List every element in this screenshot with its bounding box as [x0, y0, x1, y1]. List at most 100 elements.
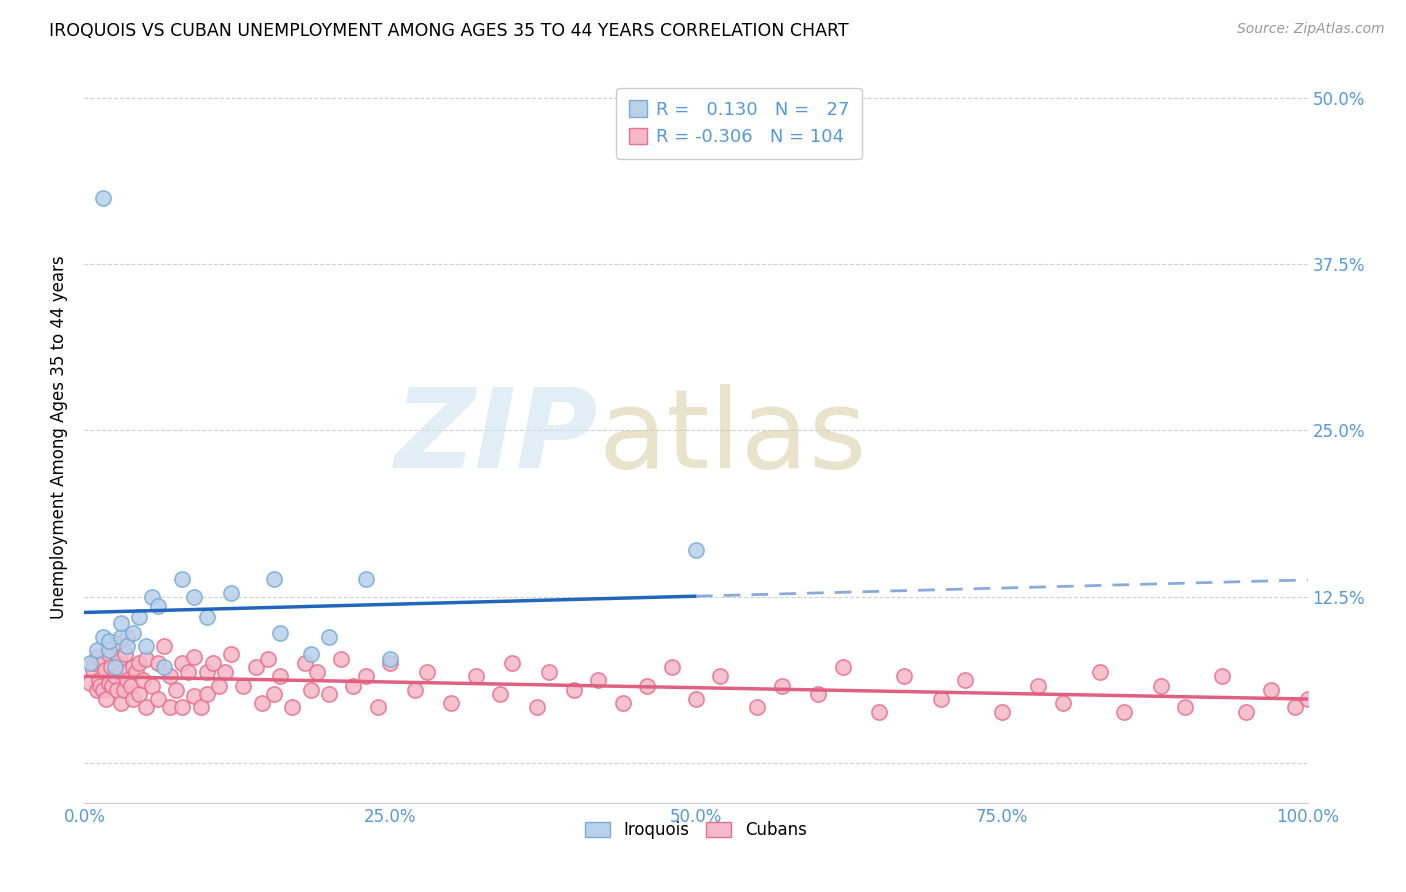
Point	[91, 191, 114, 205]
Point	[464, 669, 486, 683]
Point	[110, 665, 132, 680]
Point	[105, 682, 128, 697]
Point	[86, 649, 108, 664]
Point	[636, 679, 658, 693]
Point	[269, 625, 291, 640]
Point	[1236, 706, 1258, 720]
Point	[195, 687, 218, 701]
Y-axis label: Unemployment Among Ages 35 to 44 years: Unemployment Among Ages 35 to 44 years	[49, 255, 67, 619]
Point	[747, 700, 769, 714]
Point	[1052, 696, 1074, 710]
Point	[94, 663, 117, 677]
Point	[115, 630, 138, 644]
Point	[100, 660, 122, 674]
Point	[257, 652, 280, 666]
Point	[232, 679, 254, 693]
Point	[82, 663, 104, 677]
Point	[104, 636, 127, 650]
Point	[97, 633, 120, 648]
Point	[1174, 700, 1197, 714]
Point	[318, 687, 340, 701]
Point	[112, 682, 135, 697]
Point	[128, 687, 150, 701]
Point	[153, 660, 176, 674]
Point	[114, 647, 136, 661]
Point	[305, 665, 328, 680]
Point	[354, 573, 377, 587]
Point	[1150, 679, 1173, 693]
Point	[299, 682, 322, 697]
Point	[153, 639, 176, 653]
Point	[146, 656, 169, 670]
Point	[416, 665, 439, 680]
Point	[250, 696, 273, 710]
Point	[354, 669, 377, 683]
Point	[831, 660, 853, 674]
Point	[172, 573, 194, 587]
Point	[1284, 700, 1306, 714]
Point	[172, 656, 194, 670]
Point	[183, 690, 205, 704]
Point	[91, 656, 114, 670]
Point	[101, 679, 124, 693]
Point	[86, 682, 108, 697]
Point	[115, 639, 138, 653]
Point	[318, 630, 340, 644]
Point	[83, 656, 105, 670]
Point	[586, 673, 609, 688]
Point	[807, 687, 830, 701]
Point	[110, 630, 132, 644]
Point	[91, 630, 114, 644]
Point	[526, 700, 548, 714]
Point	[183, 649, 205, 664]
Point	[146, 599, 169, 613]
Point	[159, 700, 181, 714]
Point	[489, 687, 512, 701]
Point	[107, 652, 129, 666]
Point	[120, 679, 142, 693]
Point	[1028, 679, 1050, 693]
Point	[97, 643, 120, 657]
Point	[135, 639, 157, 653]
Point	[269, 669, 291, 683]
Text: ZIP: ZIP	[395, 384, 598, 491]
Point	[330, 652, 353, 666]
Point	[110, 696, 132, 710]
Point	[97, 676, 120, 690]
Legend: Iroquois, Cubans: Iroquois, Cubans	[579, 814, 813, 846]
Point	[79, 656, 101, 670]
Point	[770, 679, 793, 693]
Point	[953, 673, 976, 688]
Point	[869, 706, 891, 720]
Point	[146, 692, 169, 706]
Point	[214, 665, 236, 680]
Point	[893, 669, 915, 683]
Point	[141, 679, 163, 693]
Point	[125, 665, 148, 680]
Point	[97, 647, 120, 661]
Point	[929, 692, 952, 706]
Point	[991, 706, 1014, 720]
Point	[96, 692, 118, 706]
Point	[1088, 665, 1111, 680]
Point	[110, 616, 132, 631]
Point	[219, 647, 242, 661]
Point	[79, 676, 101, 690]
Point	[281, 700, 304, 714]
Point	[263, 687, 285, 701]
Point	[122, 625, 145, 640]
Text: Source: ZipAtlas.com: Source: ZipAtlas.com	[1237, 22, 1385, 37]
Point	[183, 590, 205, 604]
Point	[661, 660, 683, 674]
Point	[172, 700, 194, 714]
Point	[104, 660, 127, 674]
Point	[380, 652, 402, 666]
Point	[165, 682, 187, 697]
Point	[89, 679, 111, 693]
Point	[294, 656, 316, 670]
Point	[86, 643, 108, 657]
Point	[87, 673, 110, 688]
Point	[245, 660, 267, 674]
Text: IROQUOIS VS CUBAN UNEMPLOYMENT AMONG AGES 35 TO 44 YEARS CORRELATION CHART: IROQUOIS VS CUBAN UNEMPLOYMENT AMONG AGE…	[49, 22, 849, 40]
Point	[208, 679, 231, 693]
